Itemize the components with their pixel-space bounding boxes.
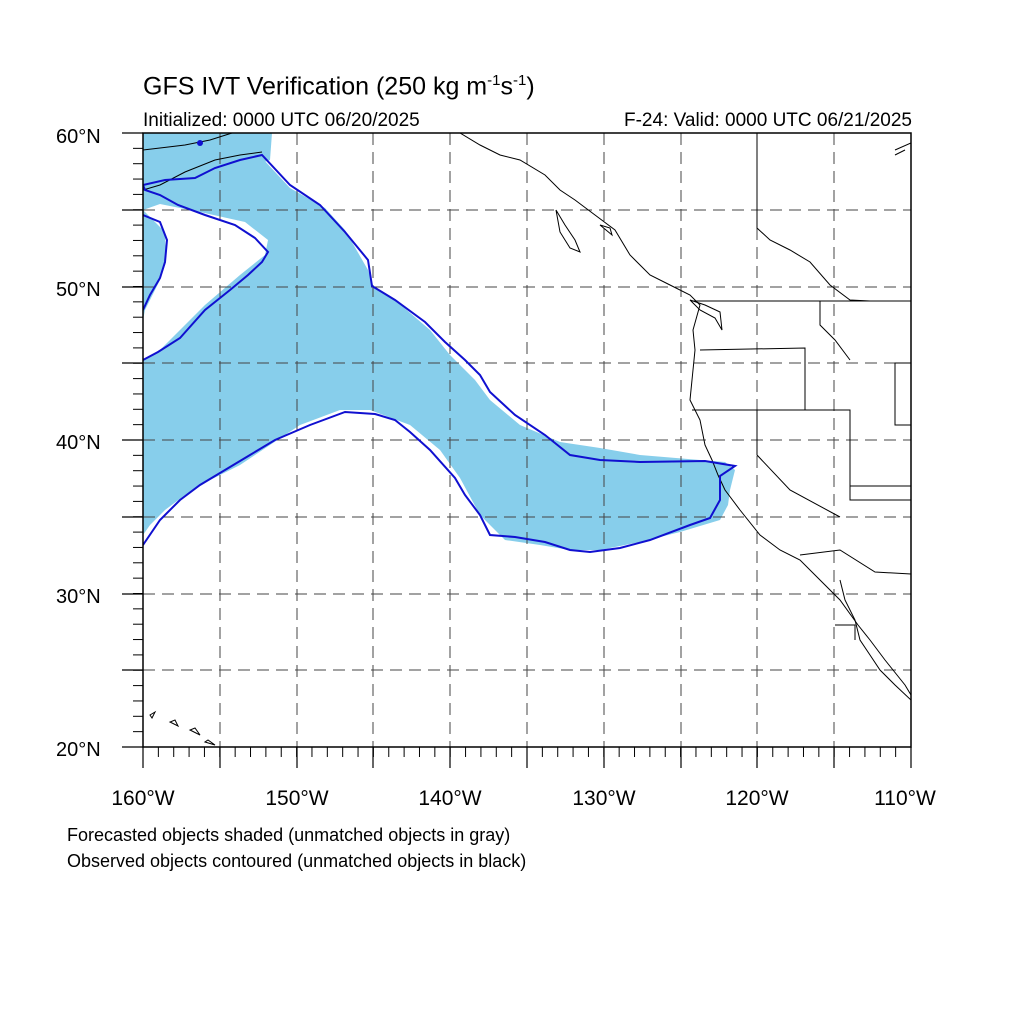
coastlines	[143, 133, 911, 746]
initialized-time: Initialized: 0000 UTC 06/20/2025	[143, 110, 420, 131]
lon-label-160w: 160°W	[111, 787, 174, 810]
valid-time: F-24: Valid: 0000 UTC 06/21/2025	[624, 110, 912, 131]
footnote-observed: Observed objects contoured (unmatched ob…	[67, 851, 527, 871]
political-borders	[692, 133, 911, 640]
lat-label-60: 60°N	[56, 126, 101, 148]
lat-label-30: 30°N	[56, 586, 101, 608]
forecast-object	[143, 158, 735, 550]
lat-label-50: 50°N	[56, 279, 101, 301]
observed-object-contour	[143, 153, 738, 554]
lat-label-20: 20°N	[56, 739, 101, 761]
lon-label-140w: 140°W	[418, 787, 481, 810]
lon-minor-ticks	[142, 747, 912, 757]
observed-object-dot	[197, 140, 203, 146]
lat-minor-ticks	[133, 132, 143, 748]
graticule	[143, 133, 911, 747]
map-title: GFS IVT Verification (250 kg m-1s-1)	[143, 72, 535, 101]
lat-label-40: 40°N	[56, 432, 101, 454]
lon-label-150w: 150°W	[265, 787, 328, 810]
lon-label-120w: 120°W	[725, 787, 788, 810]
footnote-forecast: Forecasted objects shaded (unmatched obj…	[67, 825, 511, 845]
lon-label-110w: 110°W	[874, 787, 936, 810]
lon-label-130w: 130°W	[572, 787, 635, 810]
